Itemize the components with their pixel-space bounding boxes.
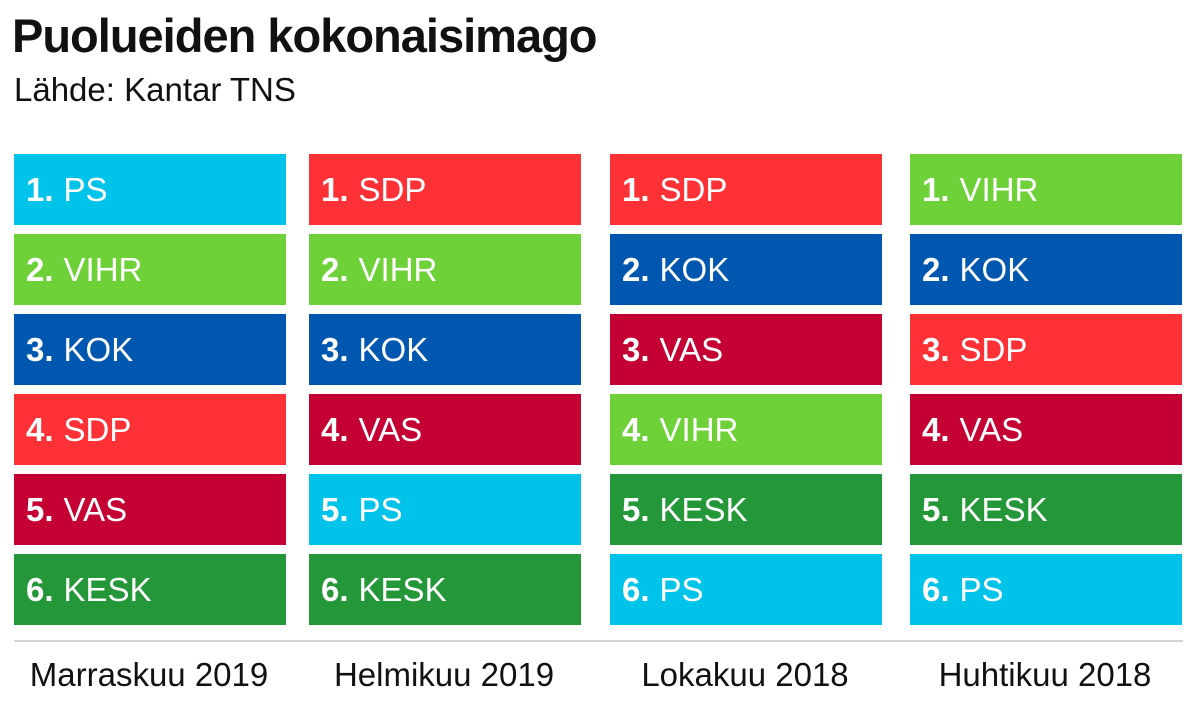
- party-label: KESK: [63, 570, 152, 608]
- rank-number: 5.: [321, 490, 349, 528]
- ranking-cell: 6. PS: [610, 554, 882, 625]
- party-label: SDP: [63, 410, 132, 448]
- rank-number: 4.: [622, 410, 650, 448]
- party-label: VIHR: [959, 170, 1039, 208]
- ranking-cell: 2. VIHR: [309, 234, 581, 305]
- rank-number: 6.: [922, 570, 950, 608]
- rank-number: 5.: [922, 490, 950, 528]
- rank-number: 2.: [622, 250, 650, 288]
- period-label: Marraskuu 2019: [29, 656, 269, 693]
- ranking-cell: 1. SDP: [309, 154, 581, 225]
- chart-subtitle: Lähde: Kantar TNS: [14, 71, 296, 108]
- ranking-cell: 3. KOK: [309, 314, 581, 385]
- ranking-cell: 1. SDP: [610, 154, 882, 225]
- ranking-cell: 5. VAS: [14, 474, 286, 545]
- ranking-cell: 4. SDP: [14, 394, 286, 465]
- rank-number: 1.: [622, 170, 650, 208]
- rank-number: 3.: [922, 330, 950, 368]
- party-label: KOK: [659, 250, 730, 288]
- ranking-cell: 1. PS: [14, 154, 286, 225]
- party-label: SDP: [659, 170, 728, 208]
- party-label: KOK: [358, 330, 429, 368]
- ranking-cell: 5. KESK: [610, 474, 882, 545]
- party-label: PS: [659, 570, 704, 608]
- rank-number: 6.: [622, 570, 650, 608]
- baseline-divider: [14, 640, 1183, 642]
- party-label: VIHR: [358, 250, 438, 288]
- party-label: KESK: [358, 570, 447, 608]
- ranking-cell: 6. PS: [910, 554, 1182, 625]
- party-label: PS: [959, 570, 1004, 608]
- party-label: KESK: [959, 490, 1048, 528]
- ranking-cell: 2. KOK: [910, 234, 1182, 305]
- rank-number: 4.: [321, 410, 349, 448]
- rank-number: 3.: [321, 330, 349, 368]
- party-label: KOK: [63, 330, 134, 368]
- party-label: PS: [358, 490, 403, 528]
- rank-number: 1.: [321, 170, 349, 208]
- ranking-cell: 5. KESK: [910, 474, 1182, 545]
- rank-number: 3.: [26, 330, 54, 368]
- party-label: SDP: [358, 170, 427, 208]
- period-label: Huhtikuu 2018: [938, 656, 1152, 693]
- ranking-cell: 3. SDP: [910, 314, 1182, 385]
- ranking-cell: 4. VAS: [910, 394, 1182, 465]
- party-label: VAS: [959, 410, 1024, 448]
- ranking-cell: 6. KESK: [14, 554, 286, 625]
- party-label: VIHR: [63, 250, 143, 288]
- party-label: VAS: [659, 330, 724, 368]
- party-label: SDP: [959, 330, 1028, 368]
- party-label: VIHR: [659, 410, 739, 448]
- party-label: KESK: [659, 490, 748, 528]
- ranking-cell: 1. VIHR: [910, 154, 1182, 225]
- rank-number: 1.: [26, 170, 54, 208]
- period-label: Helmikuu 2019: [333, 656, 555, 693]
- ranking-cell: 5. PS: [309, 474, 581, 545]
- ranking-cell: 3. VAS: [610, 314, 882, 385]
- rank-number: 2.: [922, 250, 950, 288]
- rank-number: 3.: [622, 330, 650, 368]
- ranking-cell: 4. VIHR: [610, 394, 882, 465]
- ranking-cell: 2. KOK: [610, 234, 882, 305]
- rank-number: 2.: [26, 250, 54, 288]
- party-label: VAS: [358, 410, 423, 448]
- party-label: KOK: [959, 250, 1030, 288]
- ranking-cell: 3. KOK: [14, 314, 286, 385]
- period-label: Lokakuu 2018: [641, 656, 849, 693]
- rank-number: 2.: [321, 250, 349, 288]
- rank-number: 6.: [26, 570, 54, 608]
- rank-number: 4.: [26, 410, 54, 448]
- rank-number: 4.: [922, 410, 950, 448]
- ranking-cell: 4. VAS: [309, 394, 581, 465]
- ranking-cell: 6. KESK: [309, 554, 581, 625]
- chart-title: Puolueiden kokonaisimago: [12, 9, 597, 62]
- rank-number: 6.: [321, 570, 349, 608]
- rank-number: 5.: [622, 490, 650, 528]
- rank-number: 1.: [922, 170, 950, 208]
- rank-number: 5.: [26, 490, 54, 528]
- ranking-cell: 2. VIHR: [14, 234, 286, 305]
- party-label: PS: [63, 170, 108, 208]
- party-label: VAS: [63, 490, 128, 528]
